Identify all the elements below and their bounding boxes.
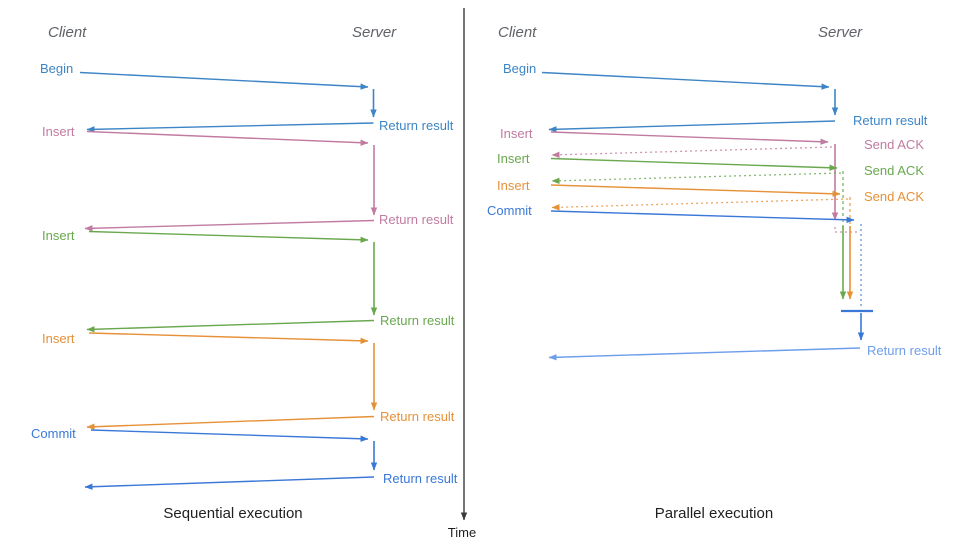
- request-arrow: [550, 131, 829, 145]
- request-arrow: [88, 332, 369, 344]
- request-arrow: [550, 157, 838, 171]
- response-arrow: [86, 319, 375, 333]
- response-arrow: [84, 476, 375, 490]
- return-result-label: Return result: [379, 118, 454, 133]
- client-header-label: Client: [498, 24, 537, 41]
- server-header-label: Server: [818, 24, 863, 41]
- ack-arrow: [551, 198, 849, 211]
- panel-title: Sequential execution: [163, 505, 302, 522]
- return-result-label: Return result: [380, 409, 455, 424]
- client-header-label: Client: [48, 24, 87, 41]
- op-begin: Begin Return result: [503, 61, 928, 133]
- op-insert-3: Insert Return result: [42, 331, 455, 430]
- parallel-panel: Client Server Begin Return result Insert…: [487, 24, 942, 522]
- send-ack-label: Send ACK: [864, 137, 924, 152]
- server-header-label: Server: [352, 24, 397, 41]
- request-arrow: [90, 429, 369, 442]
- request-arrow: [86, 130, 369, 146]
- op-label: Insert: [42, 228, 75, 243]
- response-arrow: [86, 122, 374, 133]
- op-insert-2: Insert Return result: [42, 228, 455, 333]
- sequential-panel: Client Server Begin Return result Insert…: [31, 24, 458, 522]
- ack-arrow: [551, 172, 842, 184]
- op-label: Commit: [487, 203, 532, 218]
- return-result-label: Return result: [379, 212, 454, 227]
- op-commit: Commit Return result: [487, 203, 942, 361]
- response-arrow: [548, 347, 861, 361]
- time-axis-label: Time: [448, 525, 476, 540]
- return-result-label: Return result: [380, 313, 455, 328]
- op-label: Insert: [497, 178, 530, 193]
- response-arrow: [548, 120, 836, 133]
- send-ack-label: Send ACK: [864, 163, 924, 178]
- op-label: Insert: [500, 126, 533, 141]
- panel-title: Parallel execution: [655, 505, 773, 522]
- response-arrow: [84, 219, 375, 232]
- op-label: Insert: [497, 151, 530, 166]
- request-arrow: [550, 184, 841, 197]
- request-arrow: [88, 230, 369, 243]
- response-arrow: [86, 415, 375, 430]
- return-result-label: Return result: [853, 113, 928, 128]
- op-label: Begin: [503, 61, 536, 76]
- return-result-label: Return result: [867, 343, 942, 358]
- ack-arrow: [551, 146, 833, 158]
- request-arrow: [79, 71, 369, 90]
- op-insert-3: Insert Send ACK: [497, 178, 924, 300]
- request-arrow: [541, 71, 830, 90]
- join-sync-connector: [834, 227, 857, 233]
- op-label: Insert: [42, 331, 75, 346]
- return-result-label: Return result: [383, 471, 458, 486]
- request-arrow: [550, 210, 855, 223]
- send-ack-label: Send ACK: [864, 189, 924, 204]
- op-label: Begin: [40, 61, 73, 76]
- op-commit: Commit Return result: [31, 426, 458, 490]
- op-insert-1: Insert Return result: [42, 124, 454, 232]
- op-insert-2: Insert Send ACK: [497, 151, 924, 300]
- time-axis: Time: [448, 8, 476, 540]
- op-label: Insert: [42, 124, 75, 139]
- op-begin: Begin Return result: [40, 61, 454, 133]
- op-insert-1: Insert Send ACK: [500, 126, 924, 233]
- op-label: Commit: [31, 426, 76, 441]
